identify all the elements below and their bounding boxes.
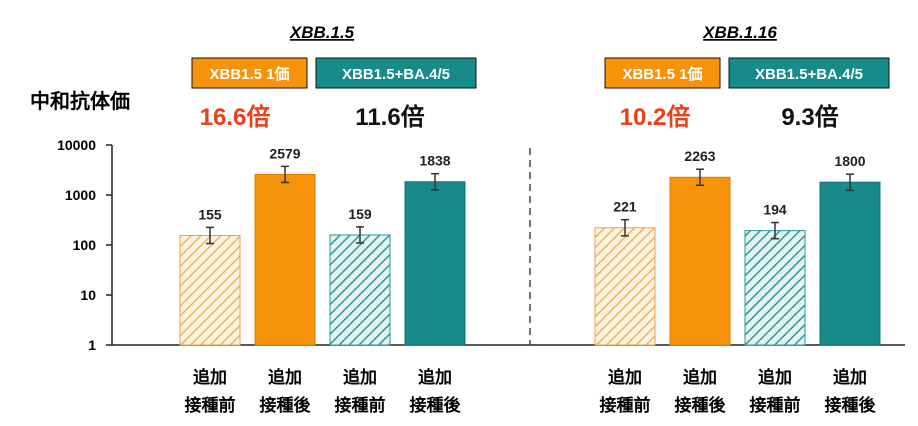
error-bar bbox=[281, 165, 289, 184]
y-tick-label: 1 bbox=[88, 337, 96, 353]
bar bbox=[744, 230, 806, 346]
legend-box-bivalent bbox=[728, 57, 890, 89]
category-label: 接種後 bbox=[675, 395, 727, 415]
bar-value-label: 221 bbox=[613, 199, 637, 215]
fold-increase-ratio: 9.3倍 bbox=[781, 103, 838, 131]
y-axis-label: 中和抗体価 bbox=[30, 89, 130, 113]
bar bbox=[819, 181, 881, 346]
panel-title-xbb15: XBB.1.5 bbox=[289, 23, 355, 42]
legend-label-monovalent: XBB1.5 1価 bbox=[622, 65, 702, 83]
y-tick-label: 10 bbox=[80, 287, 96, 303]
bar-value-label: 194 bbox=[763, 202, 787, 218]
category-label: 追加 bbox=[758, 367, 792, 387]
bar bbox=[179, 234, 241, 346]
error-bar bbox=[431, 172, 439, 191]
bar bbox=[404, 181, 466, 346]
category-label: 接種後 bbox=[260, 395, 312, 415]
legend-box-monovalent bbox=[604, 57, 721, 89]
bar bbox=[329, 234, 391, 346]
category-label: 接種前 bbox=[335, 395, 386, 415]
category-label: 追加 bbox=[193, 367, 227, 387]
category-label: 追加 bbox=[343, 367, 377, 387]
fold-increase-ratio: 16.6倍 bbox=[200, 103, 271, 131]
panel-title-xbb116: XBB.1.16 bbox=[702, 23, 777, 42]
category-label: 追加 bbox=[608, 367, 642, 387]
bars: 155 2579 159 1838 221 2263 194 1800 bbox=[179, 145, 881, 346]
y-tick-label: 10000 bbox=[57, 137, 96, 153]
error-bar bbox=[696, 168, 704, 187]
bar-value-label: 1838 bbox=[419, 153, 450, 169]
fold-increase-ratio: 10.2倍 bbox=[620, 103, 691, 131]
bar bbox=[254, 173, 316, 346]
bar-value-label: 159 bbox=[348, 206, 372, 222]
category-label: 接種前 bbox=[600, 395, 651, 415]
bar-value-label: 1800 bbox=[834, 153, 865, 169]
error-bar bbox=[206, 226, 214, 245]
y-tick-label: 100 bbox=[73, 237, 97, 253]
error-bar bbox=[356, 226, 364, 244]
fold-increase-ratio: 11.6倍 bbox=[355, 103, 424, 131]
bar-value-label: 2579 bbox=[269, 145, 300, 161]
category-label: 接種後 bbox=[410, 395, 462, 415]
legend-label-bivalent: XBB1.5+BA.4/5 bbox=[755, 66, 863, 83]
bar bbox=[669, 176, 731, 346]
category-label: 追加 bbox=[268, 367, 302, 387]
category-label: 接種前 bbox=[185, 395, 236, 415]
error-bar bbox=[846, 173, 854, 192]
legend-label-bivalent: XBB1.5+BA.4/5 bbox=[342, 66, 450, 83]
category-label: 追加 bbox=[833, 367, 867, 387]
error-bar bbox=[771, 221, 779, 240]
bar-value-label: 155 bbox=[198, 206, 222, 222]
legend-box-monovalent bbox=[191, 57, 308, 89]
category-label: 接種前 bbox=[750, 395, 801, 415]
category-label: 追加 bbox=[683, 367, 717, 387]
category-label: 接種後 bbox=[825, 395, 877, 415]
legend-box-bivalent bbox=[315, 57, 477, 89]
category-label: 追加 bbox=[418, 367, 452, 387]
error-bar bbox=[621, 218, 629, 237]
y-ticks: 1 10 100 1000 10000 bbox=[57, 137, 112, 353]
bar bbox=[594, 227, 656, 346]
bar-value-label: 2263 bbox=[684, 148, 715, 164]
legend-label-monovalent: XBB1.5 1価 bbox=[209, 65, 289, 83]
y-tick-label: 1000 bbox=[65, 187, 96, 203]
